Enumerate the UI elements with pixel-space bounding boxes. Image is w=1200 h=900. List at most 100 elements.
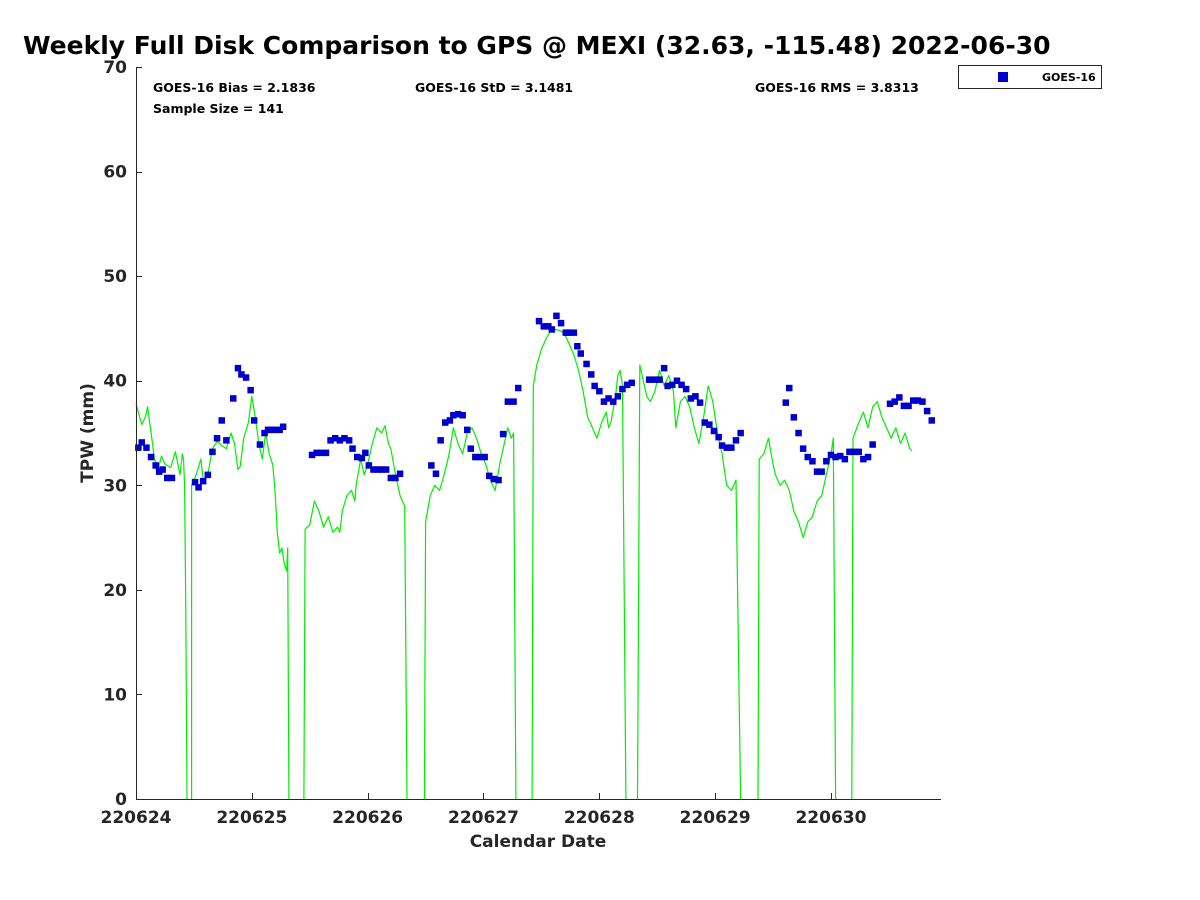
goes-16-point [341,435,348,442]
goes-16-point [143,444,150,451]
goes-16-point [191,478,199,486]
goes-16-point [152,462,159,469]
goes-16-point [623,381,631,389]
goes-16-point [923,407,931,415]
goes-16-point [279,423,287,430]
goes-16-point [490,475,498,483]
goes-16-point [574,343,581,350]
y-tick-label: 0 [115,790,127,810]
bias-stat: GOES-16 Bias = 2.1836 [153,80,316,95]
goes-16-point [660,364,668,372]
goes-16-point [818,468,825,475]
goes-16-point [495,476,502,484]
goes-16-point [264,426,272,434]
goes-16-point [687,395,695,402]
goes-16-point [692,393,699,400]
goes-16-point [199,477,207,485]
goes-16-point [392,474,399,482]
goes-16-point [250,417,258,424]
goes-16-point [565,329,573,336]
gps-line-segment [423,427,517,800]
y-tick-label: 10 [103,685,127,705]
y-tick-label: 60 [103,163,127,183]
goes-16-point [664,382,671,390]
goes-16-point [387,474,395,482]
goes-16-point [365,462,373,469]
goes-16-point [261,429,268,437]
goes-16-point [332,435,339,442]
goes-16-point [213,435,221,442]
goes-16-point [669,381,676,389]
goes-16-point [209,448,216,456]
goes-16-point [354,453,361,461]
goes-16-point [322,449,330,457]
goes-16-point [570,329,578,336]
x-tick-label: 220627 [448,808,519,828]
goes-16-point [605,395,612,402]
goes-16-point [362,449,369,457]
goes-16-point [349,445,356,452]
std-stat: GOES-16 StD = 3.1481 [415,80,573,95]
gps-line-segment [851,401,913,800]
y-tick-label: 20 [103,581,127,601]
x-tick-label: 220624 [101,808,172,828]
goes-16-point [268,426,275,434]
goes-16-point [715,433,722,441]
goes-16-point [432,470,440,477]
goes-16-point [718,442,726,449]
goes-16-point [454,410,462,418]
x-tick-label: 220629 [680,808,751,828]
goes-16-point [247,386,254,394]
goes-16-point [168,474,176,482]
goes-16-point [832,453,839,461]
goes-16-point [656,376,663,383]
legend-marker-goes-16 [998,72,1008,82]
goes-16-point [809,458,816,465]
goes-16-point [336,437,344,444]
goes-16-point [499,430,507,438]
goes-16-point [869,441,876,448]
goes-16-point [459,412,466,419]
goes-16-point [891,398,898,405]
goes-16-point [481,453,488,461]
goes-16-point [577,350,584,357]
goes-16-point [540,323,547,330]
y-tick-label: 30 [103,476,127,496]
y-axis-ticks: 0 10 20 30 40 50 60 70 [103,58,142,810]
goes-16-point [548,326,556,333]
goes-16-point [428,462,435,469]
goes-16-point [396,470,404,477]
x-axis-ticks: 220624 220625 220626 220627 220628 220629 2206… [101,793,867,828]
goes-16-point [673,377,681,384]
goes-16-point [610,398,617,405]
goes-16-point [234,364,242,372]
goes-16-point [628,379,635,387]
goes-16-point [159,466,166,473]
goes-16-point [238,371,245,378]
goes-16-point [374,466,382,473]
goes-16-point [596,387,603,395]
goes-16-point [645,376,653,383]
goes-16-point [860,455,867,463]
goes-16-point [600,398,608,405]
goes-16-point [900,402,908,410]
goes-16-point [223,437,230,444]
gps-line-segment [303,425,408,800]
goes-16-point [710,427,718,435]
goes-16-point [841,455,849,463]
goes-16-point [799,445,807,452]
x-tick-label: 220630 [795,808,866,828]
goes-16-point [886,400,894,407]
x-tick-label: 220628 [564,808,635,828]
legend-box [958,65,1102,89]
goes-16-point [905,402,912,410]
goes-16-point [896,394,903,401]
goes-16-point [614,393,622,400]
goes-16-point [928,417,935,424]
rms-stat: GOES-16 RMS = 3.8313 [755,80,919,95]
goes-16-point [651,376,659,383]
goes-16-point [195,484,202,491]
goes-16-point [804,453,811,461]
goes-16-point [230,395,237,402]
